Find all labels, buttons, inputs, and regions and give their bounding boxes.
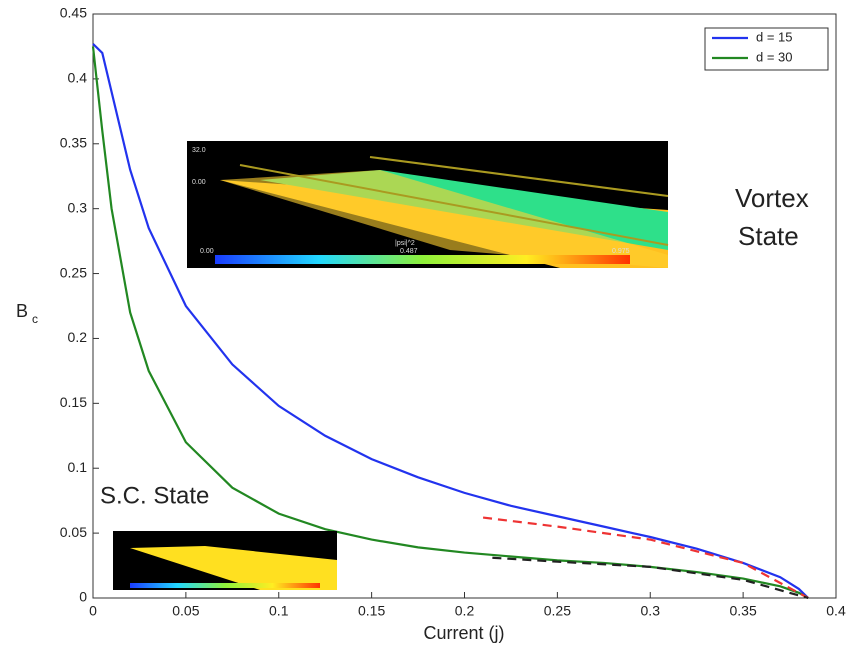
- legend: d = 15 d = 30: [704, 27, 829, 71]
- legend-label: d = 30: [756, 49, 793, 64]
- inset-label: |psi|^2: [395, 240, 415, 247]
- vortex-inset: [187, 141, 669, 268]
- fit-line: [492, 556, 809, 600]
- y-tick-label: 0.2: [68, 329, 88, 345]
- x-axis-label: Current (j): [423, 623, 504, 643]
- x-tick-label: 0.05: [172, 603, 199, 619]
- annotation: S.C. State: [100, 482, 209, 509]
- inset-label: 0.00: [200, 248, 214, 255]
- x-tick-label: 0.4: [826, 603, 846, 619]
- fit-line: [482, 516, 809, 599]
- y-tick-label: 0.3: [68, 199, 88, 215]
- x-tick-label: 0.15: [358, 603, 385, 619]
- line: [91, 46, 809, 599]
- y-tick-label: 0.45: [60, 5, 87, 21]
- x-tick-label: 0.25: [544, 603, 571, 619]
- y-tick-label: 0: [79, 589, 87, 605]
- x-tick-label: 0.3: [641, 603, 661, 619]
- x-tick-label: 0.2: [455, 603, 475, 619]
- legend-label: d = 15: [756, 29, 793, 44]
- plot-frame: [92, 13, 837, 599]
- x-tick-label: 0.1: [269, 603, 289, 619]
- y-tick-label: 0.35: [60, 134, 87, 150]
- y-tick-label: 0.1: [68, 459, 88, 475]
- y-tick-label: 0.05: [60, 524, 87, 540]
- inset-label: 0.487: [400, 248, 418, 255]
- inset-label: 0.00: [192, 179, 206, 186]
- annotation: Vortex: [735, 183, 809, 213]
- y-axis-label: B: [16, 301, 28, 321]
- y-axis-label-subscript: c: [32, 312, 38, 326]
- annotation: State: [738, 221, 799, 251]
- y-tick-label: 0.15: [60, 394, 87, 410]
- y-tick-label: 0.4: [68, 70, 88, 86]
- inset-label: 32.0: [192, 147, 206, 154]
- y-tick-label: 0.25: [60, 264, 87, 280]
- inset-label: 0.975: [612, 248, 630, 255]
- x-tick-label: 0: [89, 603, 97, 619]
- sc-inset: [113, 531, 337, 590]
- x-tick-label: 0.35: [730, 603, 757, 619]
